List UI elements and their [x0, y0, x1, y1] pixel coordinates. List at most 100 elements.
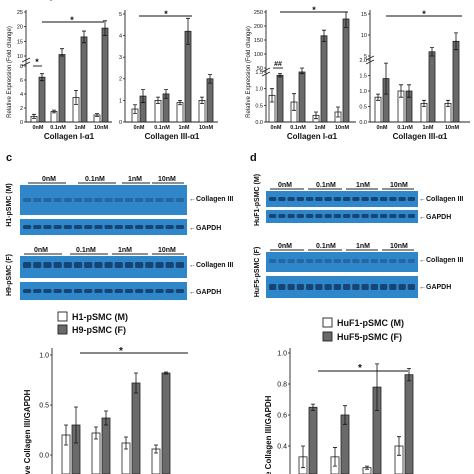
top-right-chart-1-title: Collagen I-α1: [287, 132, 338, 141]
blot-d-collagen-1: [266, 191, 418, 207]
blot-c-gapdh-label-2: ←GAPDH: [189, 289, 221, 296]
tr2-tick-label-6: 5: [364, 54, 367, 60]
blot-c-collagen-2-band-14: [155, 262, 164, 268]
tl1-category-2: 0.1nM: [50, 125, 66, 131]
tl1-tick-label-2: 2: [20, 106, 23, 112]
tl2-errorbar-s2-1: [141, 89, 145, 103]
top-left-charts: Relative Expression (Fold change) 0 2 4 6 8 1…: [7, 9, 218, 141]
legend-c-white-label: H1-pSMC (M): [72, 312, 128, 322]
tl1-errorbar-s1-4: [95, 113, 99, 117]
blot-d-gapdh-2-band-16: [407, 284, 415, 290]
tl1-bar-s2-3: [80, 36, 88, 123]
top-right-chart-2-annotation: *: [422, 9, 426, 19]
blot-c-gapdh-1-band-15: [165, 225, 174, 229]
blot-c-collagen-2-band-5: [63, 262, 72, 268]
tl1-errorbar-s2-1: [40, 73, 44, 82]
tl2-errorbar-s1-4: [200, 96, 204, 105]
tr2-errorbar-s1-2: [399, 84, 403, 98]
blot-d-gapdh-1: [266, 210, 418, 223]
blot-c-gapdh-1-band-16: [175, 225, 184, 229]
blot-c-row1-side-label: H1-pSMC (M): [6, 183, 13, 227]
bl-tick-label-1: 0.0: [39, 452, 49, 459]
blot-d-gapdh-2-band-11: [361, 284, 369, 290]
legend-d-gray-swatch: [322, 331, 333, 342]
blot-d-collagen-1-band-13: [380, 197, 388, 201]
top-left-chart-2-bars: 0nM 0.1nM 1nM 10nM: [131, 17, 214, 131]
tr2-tick-label-5: 2.0: [359, 58, 367, 64]
tl1-bar-s2-2: [58, 54, 66, 123]
legend-d-white-label: HuF1-pSMC (M): [337, 318, 404, 328]
tl1-errorbar-s1-3: [74, 90, 78, 105]
tr1-errorbar-s1-3: [314, 111, 318, 120]
blot-c-gapdh-1-band-6: [73, 225, 83, 229]
br-errorbar-s2-3: [375, 363, 379, 411]
tl2-tick-label-1: 0: [119, 120, 122, 126]
blot-d-collagen-2-band-3: [287, 259, 295, 263]
blot-c-dose-labels-1: 0nM 0.1nM 1nM 10nM: [28, 176, 184, 184]
blot-c-gapdh-1-band-13: [145, 225, 154, 229]
blot-d-dose-8: 10nM: [390, 243, 408, 250]
blot-d-collagen-2-band-10: [352, 259, 360, 263]
tr1-category-1: 0nM: [271, 125, 282, 131]
br-tick-label-3: 0.6: [277, 412, 287, 419]
bl-errorbar-s1-1: [64, 424, 68, 446]
tl1-tick-label-3: 4: [20, 92, 23, 98]
blot-c-collagen-2-band-15: [165, 262, 174, 268]
tr1-category-4: 10nM: [335, 125, 349, 131]
tr1-bar-s2-2: [298, 71, 306, 123]
blot-d-collagen-1-band-5: [306, 197, 314, 201]
legend-c-white-swatch: [57, 311, 68, 322]
blot-c-row2-side-label: H9-pSMC (F): [6, 254, 13, 296]
blot-c-gapdh-2-band-2: [33, 289, 42, 293]
blot-c-dose-labels-2: 0nM 0.1nM 1nM 10nM: [24, 247, 184, 255]
legend-d: HuF1-pSMC (M) HuF5-pSMC (F): [322, 317, 404, 342]
tl1-category-4: 10nM: [94, 125, 108, 131]
blot-d-gapdh-2-band-7: [324, 284, 332, 290]
br-errorbar-s1-2: [333, 447, 337, 467]
blot-d-dose-4: 10nM: [390, 182, 408, 189]
blot-c-dose-1: 0nM: [42, 176, 56, 183]
tr2-category-3: 1nM: [423, 125, 434, 131]
blot-d-collagen-1-band-16: [407, 197, 415, 201]
top-left-chart-1-bars: 0nM 0.1nM 1nM 10nM: [30, 20, 108, 131]
blot-d-gapdh-2-band-8: [333, 284, 341, 290]
tr2-tick-label-2: 0.5: [359, 104, 367, 110]
tr2-errorbar-s1-3: [422, 99, 426, 107]
tl2-tick-label-2: 1: [119, 98, 122, 104]
blot-d-collagen-2-band-6: [315, 259, 323, 263]
blot-c-collagen-2-band-1: [23, 262, 32, 268]
bl-errorbar-s2-4: [164, 371, 168, 375]
blot-c-collagen-label-1: ←Collagen III: [189, 196, 233, 203]
blot-d-gapdh-1-band-8: [333, 214, 341, 218]
tl1-tick-label-6: 10: [17, 54, 23, 60]
blot-c-dose-4: 10nM: [158, 176, 176, 183]
tr1-tick-label-6: 100: [254, 52, 263, 58]
br-bar-s2-1: [308, 406, 318, 474]
blot-c-gapdh-label-1: ←GAPDH: [189, 225, 221, 232]
blot-c-dose-2: 0.1nM: [85, 176, 105, 183]
tr1-tick-label-7: 150: [254, 38, 263, 44]
tr2-errorbar-s2-1: [384, 62, 388, 95]
top-right-chart-2-bars: 0nM 0.1nM 1nM 10nM: [374, 32, 459, 131]
blot-d-gapdh-label-1: ←GAPDH: [419, 214, 451, 221]
tr1-tick-label-9: 250: [254, 10, 263, 16]
tr1-category-2: 0.1nM: [290, 125, 306, 131]
tr1-tick-label-4: 1.5: [255, 70, 263, 76]
tl1-tick-label-4: 6: [20, 78, 23, 84]
blot-c-gapdh-1-band-2: [33, 225, 42, 229]
tl2-bar-s2-4: [206, 78, 214, 123]
blot-c-collagen-2-band-4: [53, 262, 62, 268]
bl-tick-label-3: 1.0: [39, 352, 49, 359]
blot-c-gapdh-2-band-1: [23, 289, 32, 293]
blot-c-gapdh-1-band-8: [94, 225, 103, 229]
bl-errorbar-s1-4: [154, 444, 158, 454]
blot-c-collagen-2-band-16: [175, 262, 184, 268]
blot-d-row2-side-label: HuF5-pSMC (F): [254, 247, 261, 298]
bl-errorbar-s2-1: [74, 406, 78, 444]
tl1-tick-label-8: 20: [17, 25, 23, 31]
tl2-tick-label-4: 3: [119, 55, 122, 61]
bl-errorbar-s2-2: [104, 410, 108, 426]
blot-c-collagen-1-band-12: [135, 198, 144, 202]
tl1-bar-s2-1: [38, 76, 46, 123]
blot-c-collagen-1-band-8: [94, 198, 103, 202]
